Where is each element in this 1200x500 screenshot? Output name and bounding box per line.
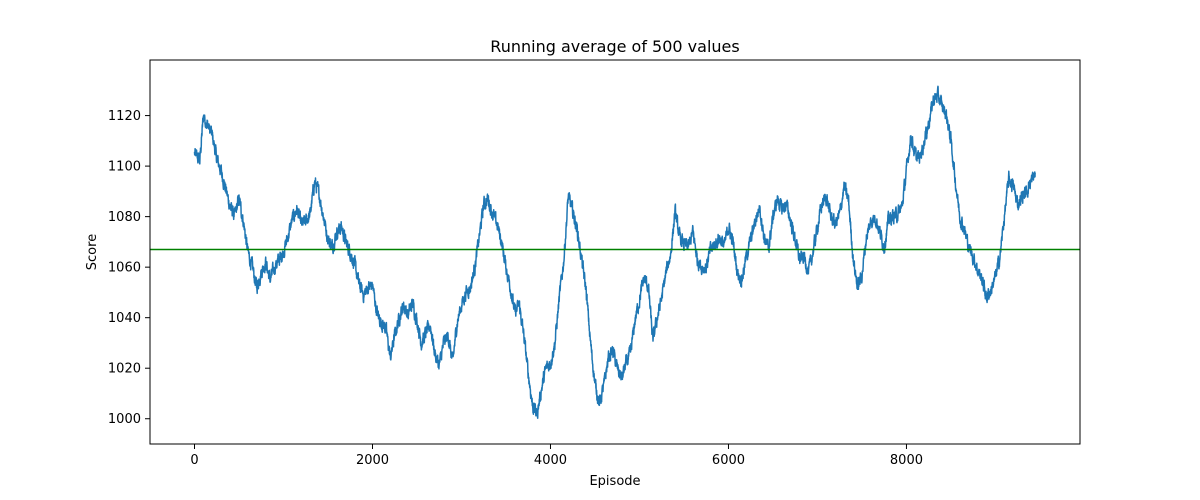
y-tick-label: 1020 [108,362,141,377]
x-tick-label: 0 [190,453,198,468]
y-tick-label: 1040 [108,311,141,326]
y-tick-label: 1120 [108,109,141,124]
plot-area [150,85,1080,419]
x-tick-label: 8000 [890,453,923,468]
y-tick-label: 1060 [108,261,141,276]
x-axis-label: Episode [589,474,640,489]
y-axis-label: Score [85,234,100,270]
x-tick-label: 6000 [712,453,745,468]
y-tick-label: 1000 [108,412,141,427]
chart-title: Running average of 500 values [490,37,739,56]
plot-frame [149,59,1081,445]
y-tick-label: 1100 [108,160,141,175]
y-tick-label: 1080 [108,210,141,225]
x-tick-label: 4000 [534,453,567,468]
x-tick-label: 2000 [356,453,389,468]
axes: 0 2000 4000 6000 8000 1000 1020 1040 1060 1080 110… [108,59,1081,468]
series-line [193,85,1037,419]
